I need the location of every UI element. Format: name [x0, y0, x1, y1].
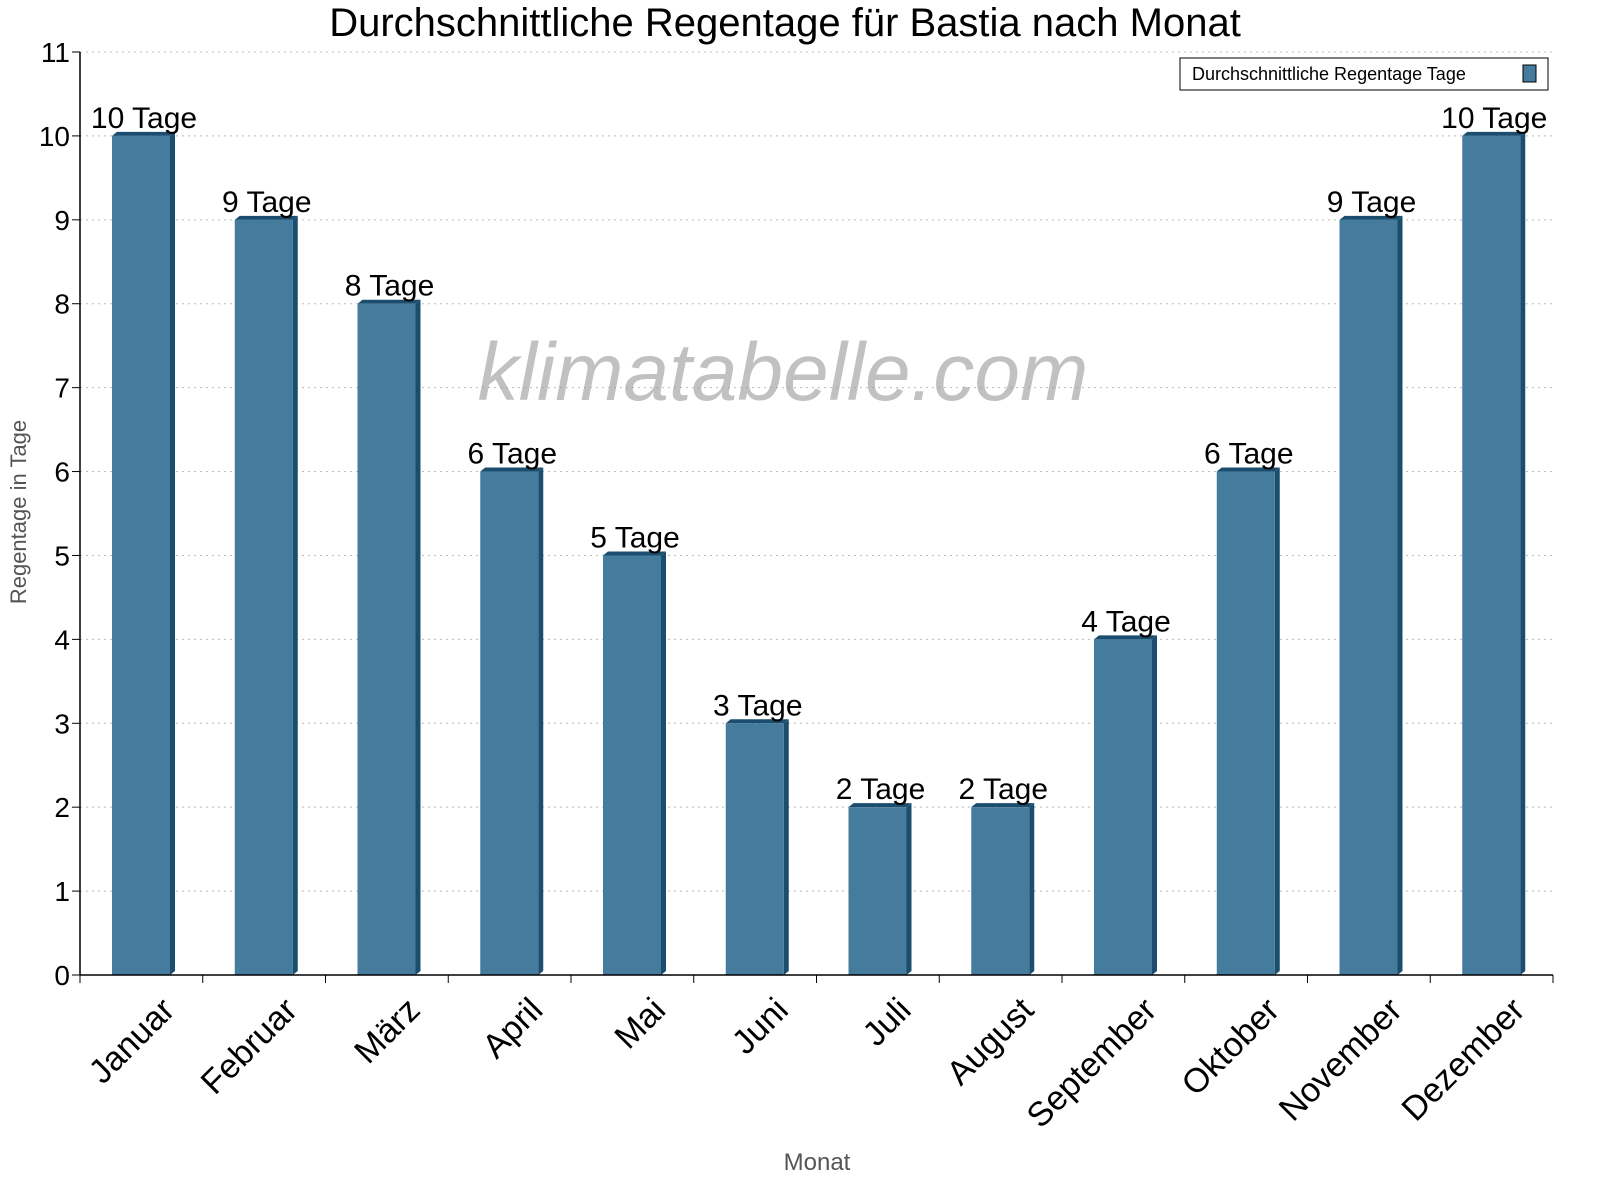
bar-top — [603, 551, 666, 556]
y-tick-label: 10 — [39, 121, 70, 152]
bar — [725, 723, 784, 975]
x-tick-label: Oktober — [1174, 991, 1286, 1103]
bar-top — [1094, 635, 1157, 640]
chart-title: Durchschnittliche Regentage für Bastia n… — [329, 1, 1241, 45]
bar-side — [170, 131, 175, 976]
bar-top — [725, 719, 789, 724]
bar-side — [1397, 215, 1403, 975]
bar-side — [415, 299, 421, 975]
bar-side — [906, 803, 912, 975]
x-tick-label: April — [475, 991, 550, 1066]
bar-side — [661, 551, 666, 975]
data-label: 4 Tage — [1081, 605, 1171, 638]
bar-side — [538, 467, 544, 975]
y-tick-label: 7 — [54, 373, 70, 404]
x-tick-label: März — [347, 991, 427, 1071]
data-label: 8 Tage — [345, 270, 435, 303]
y-tick-label: 5 — [54, 540, 70, 571]
x-tick-label: September — [1020, 991, 1164, 1135]
bar-side — [1520, 131, 1526, 976]
bar-side — [1152, 635, 1157, 975]
data-label: 2 Tage — [958, 773, 1048, 806]
x-tick-label: Januar — [82, 991, 182, 1091]
x-tick-label: Juni — [725, 991, 796, 1062]
y-tick-label: 8 — [54, 289, 70, 320]
bar-top — [357, 299, 421, 304]
legend-label: Durchschnittliche Regentage Tage — [1192, 64, 1466, 84]
data-label: 9 Tage — [1327, 186, 1417, 219]
x-axis-label: Monat — [784, 1149, 851, 1176]
bar — [112, 135, 170, 976]
data-label: 10 Tage — [91, 102, 197, 135]
bar-side — [1029, 803, 1035, 975]
bar — [357, 303, 416, 975]
bar — [848, 807, 907, 975]
bar — [1216, 471, 1275, 975]
y-tick-label: 11 — [41, 37, 70, 68]
x-tick-label: Februar — [194, 991, 305, 1102]
legend-swatch — [1522, 64, 1537, 83]
y-tick-label: 0 — [54, 960, 70, 991]
y-tick-label: 9 — [54, 205, 70, 236]
bar-top — [1339, 215, 1403, 220]
bar-top — [848, 803, 912, 808]
data-label: 5 Tage — [590, 521, 680, 554]
bar — [1339, 219, 1398, 975]
bar-side — [1274, 467, 1280, 975]
data-label: 3 Tage — [713, 689, 803, 722]
bar — [234, 219, 293, 975]
bar — [1094, 639, 1152, 975]
bar-side — [783, 719, 789, 975]
bar — [603, 555, 661, 975]
data-label: 6 Tage — [467, 438, 557, 471]
bar — [1462, 135, 1521, 976]
watermark: klimatabelle.com — [478, 327, 1089, 418]
bar-side — [292, 215, 298, 975]
data-label: 6 Tage — [1204, 438, 1294, 471]
bar — [480, 471, 539, 975]
data-label: 10 Tage — [1441, 102, 1547, 135]
x-tick-label: Dezember — [1394, 991, 1532, 1129]
y-tick-label: 1 — [54, 876, 70, 907]
bar-top — [971, 803, 1035, 808]
y-axis-label: Regentage in Tage — [6, 420, 31, 604]
x-tick-label: Mai — [607, 991, 673, 1057]
y-tick-label: 3 — [54, 708, 70, 739]
bar-top — [1462, 131, 1526, 136]
y-tick-label: 4 — [54, 624, 70, 655]
x-tick-label: November — [1272, 991, 1410, 1129]
bar-top — [112, 131, 175, 136]
y-tick-label: 2 — [54, 792, 70, 823]
x-tick-label: Juli — [856, 991, 919, 1054]
data-label: 2 Tage — [836, 773, 926, 806]
data-label: 9 Tage — [222, 186, 312, 219]
bar-top — [234, 215, 298, 220]
x-tick-label: August — [940, 990, 1042, 1092]
y-tick-label: 6 — [54, 457, 70, 488]
bar-top — [480, 467, 544, 472]
bar-top — [1216, 467, 1280, 472]
bar — [971, 807, 1030, 975]
legend: Durchschnittliche Regentage Tage — [1179, 57, 1549, 91]
